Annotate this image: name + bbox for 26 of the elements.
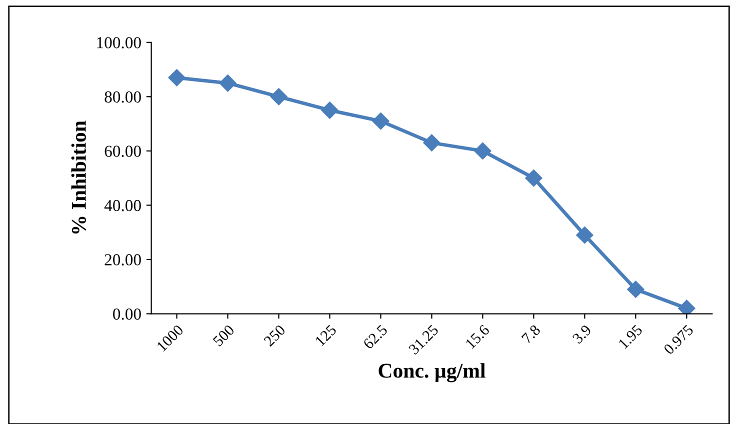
y-tick-label: 40.00 [104, 200, 141, 212]
point [270, 88, 288, 106]
point [627, 280, 644, 298]
x-tick-label: 3.9 [572, 324, 592, 344]
x-tick-label: 125 [314, 324, 337, 346]
y-tick-label: 0.00 [113, 308, 141, 320]
y-axis-title: % Inhibition [71, 120, 86, 234]
point [576, 226, 594, 244]
x-tick-label: 7.8 [521, 324, 541, 344]
point [219, 74, 236, 92]
x-tick-label: 1.95 [618, 324, 643, 350]
y-tick-label: 20.00 [104, 254, 141, 266]
x-tick-label: 250 [263, 324, 286, 347]
x-axis-title: Conc. µg/ml [378, 363, 486, 382]
point [474, 142, 492, 160]
point [321, 102, 338, 119]
point [372, 112, 390, 130]
y-tick-label: 100.00 [97, 37, 141, 48]
y-tick-label: 80.00 [104, 91, 141, 103]
point [525, 170, 542, 187]
x-tick-label: 62.5 [362, 324, 388, 350]
x-tick-label: 15.6 [465, 324, 490, 350]
point [168, 69, 186, 86]
x-tick-label: 500 [212, 324, 235, 347]
point [423, 134, 440, 152]
y-tick-label: 60.00 [104, 146, 141, 157]
